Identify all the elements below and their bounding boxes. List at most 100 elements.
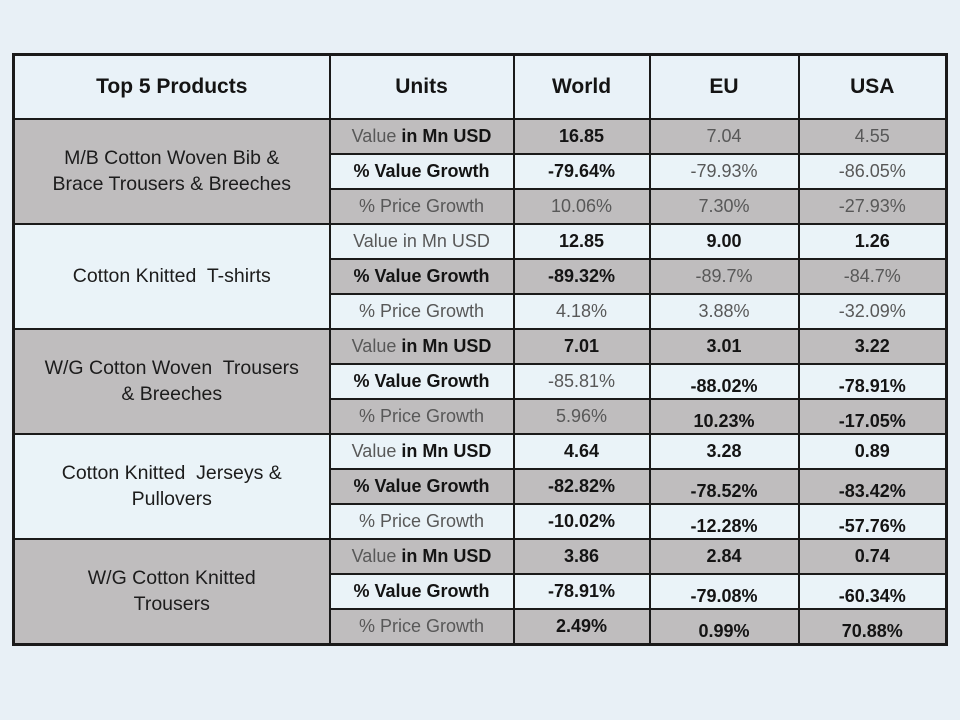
cell-text: 3.86 xyxy=(563,546,600,566)
eu-value-cell: 3.28 xyxy=(648,433,800,470)
cell-text: -89.32% xyxy=(547,266,616,286)
cell-text: -78.91% xyxy=(838,376,906,396)
cell-text: 7.04 xyxy=(706,126,742,146)
cell-text: -88.02% xyxy=(690,376,758,396)
usa-value-cell: -83.42% xyxy=(797,468,948,505)
cell-text: -17.05% xyxy=(838,411,906,431)
cell-text: 12.85 xyxy=(558,231,605,251)
header-world: World xyxy=(512,53,651,120)
world-value-cell: -10.02% xyxy=(512,503,651,540)
cell-text: -32.09% xyxy=(838,301,906,321)
unit-cell: % Price Growth xyxy=(328,608,515,646)
cell-text: -10.02% xyxy=(547,511,616,531)
product-name-cell: Cotton Knitted Jerseys & Pullovers xyxy=(12,433,331,540)
usa-value-cell: -27.93% xyxy=(797,188,948,225)
cell-text: -83.42% xyxy=(838,481,906,501)
unit-cell: Value in Mn USD xyxy=(328,118,515,155)
table-row: % Value Growth -78.91% -79.08% -60.34% xyxy=(14,573,948,610)
table-body: M/B Cotton Woven Bib & Brace Trousers & … xyxy=(12,118,948,646)
cell-text: 16.85 xyxy=(558,126,605,146)
world-value-cell: 10.06% xyxy=(512,188,651,225)
eu-value-cell: 7.30% xyxy=(648,188,800,225)
cell-text: -79.08% xyxy=(690,586,758,606)
cell-text: 4.18% xyxy=(555,301,608,321)
header-units: Units xyxy=(328,53,515,120)
cell-text: % Price Growth xyxy=(358,406,485,426)
cell-text: Value xyxy=(351,441,402,461)
usa-value-cell: 3.22 xyxy=(797,328,948,365)
unit-cell: % Value Growth xyxy=(328,363,515,400)
world-value-cell: 12.85 xyxy=(512,223,651,260)
product-name-cell: M/B Cotton Woven Bib & Brace Trousers & … xyxy=(12,118,331,225)
eu-value-cell: -89.7% xyxy=(648,258,800,295)
cell-text: % Price Growth xyxy=(358,301,485,321)
unit-cell: % Price Growth xyxy=(328,293,515,330)
header-top5-products: Top 5 Products xyxy=(12,53,331,120)
unit-cell: Value in Mn USD xyxy=(328,433,515,470)
usa-value-cell: -17.05% xyxy=(797,398,948,435)
cell-text: -84.7% xyxy=(843,266,901,286)
header-row: Top 5 Products Units World EU USA xyxy=(12,53,948,120)
world-value-cell: 16.85 xyxy=(512,118,651,155)
cell-text: % Value Growth xyxy=(353,161,490,181)
cell-text: in Mn USD xyxy=(401,441,492,461)
unit-cell: % Price Growth xyxy=(328,188,515,225)
eu-value-cell: 3.88% xyxy=(648,293,800,330)
cell-text: % Price Growth xyxy=(358,196,485,216)
cell-text: Value xyxy=(351,336,402,356)
table-row: % Price Growth 5.96% 10.23% -17.05% xyxy=(14,398,948,435)
cell-text: 0.74 xyxy=(854,546,890,566)
world-value-cell: 3.86 xyxy=(512,538,651,575)
table-row: % Price Growth 4.18% 3.88% -32.09% xyxy=(14,293,948,330)
cell-text: 3.28 xyxy=(706,441,742,461)
cell-text: -78.91% xyxy=(547,581,616,601)
cell-text: 70.88% xyxy=(841,621,903,641)
usa-value-cell: 70.88% xyxy=(797,608,948,646)
cell-text: -82.82% xyxy=(547,476,616,496)
cell-text: -60.34% xyxy=(838,586,906,606)
usa-value-cell: -60.34% xyxy=(797,573,948,610)
table-row: W/G Cotton Knitted Trousers Value in Mn U… xyxy=(12,538,948,646)
usa-value-cell: 0.89 xyxy=(797,433,948,470)
cell-text: in Mn USD xyxy=(401,336,492,356)
cell-text: -79.64% xyxy=(547,161,616,181)
cell-text: in Mn USD xyxy=(401,126,492,146)
eu-value-cell: 9.00 xyxy=(648,223,800,260)
world-value-cell: 5.96% xyxy=(512,398,651,435)
table-row: W/G Cotton Woven Trousers & Breeches Valu… xyxy=(12,328,948,435)
table-row: % Price Growth -10.02% -12.28% -57.76% xyxy=(14,503,948,540)
cell-text: 10.06% xyxy=(550,196,613,216)
eu-value-cell: -78.52% xyxy=(648,468,800,505)
cell-text: -12.28% xyxy=(690,516,758,536)
world-value-cell: 2.49% xyxy=(512,608,651,646)
usa-value-cell: -86.05% xyxy=(797,153,948,190)
cell-text: -86.05% xyxy=(838,161,906,181)
cell-text: -89.7% xyxy=(695,266,753,286)
eu-value-cell: 2.84 xyxy=(648,538,800,575)
eu-value-cell: 10.23% xyxy=(648,398,800,435)
cell-text: 9.00 xyxy=(706,231,742,251)
unit-cell: Value in Mn USD xyxy=(328,223,515,260)
cell-text: -79.93% xyxy=(690,161,758,181)
cell-text: % Value Growth xyxy=(353,476,490,496)
header-eu: EU xyxy=(648,53,800,120)
cell-text: 0.89 xyxy=(854,441,890,461)
cell-text: % Value Growth xyxy=(353,266,490,286)
eu-value-cell: 3.01 xyxy=(648,328,800,365)
cell-text: 3.22 xyxy=(854,336,890,356)
cell-text: Value in Mn USD xyxy=(353,231,490,251)
usa-value-cell: 1.26 xyxy=(797,223,948,260)
cell-text: 4.64 xyxy=(563,441,600,461)
eu-value-cell: 0.99% xyxy=(648,608,800,646)
unit-cell: % Value Growth xyxy=(328,468,515,505)
table-row: % Price Growth 2.49% 0.99% 70.88% xyxy=(14,608,948,646)
table-row: M/B Cotton Woven Bib & Brace Trousers & … xyxy=(12,118,948,225)
eu-value-cell: -79.93% xyxy=(648,153,800,190)
cell-text: % Price Growth xyxy=(358,511,485,531)
unit-cell: Value in Mn USD xyxy=(328,538,515,575)
cell-text: % Value Growth xyxy=(353,581,490,601)
usa-value-cell: -32.09% xyxy=(797,293,948,330)
unit-cell: % Price Growth xyxy=(328,398,515,435)
unit-cell: Value in Mn USD xyxy=(328,328,515,365)
cell-text: % Price Growth xyxy=(358,616,485,636)
